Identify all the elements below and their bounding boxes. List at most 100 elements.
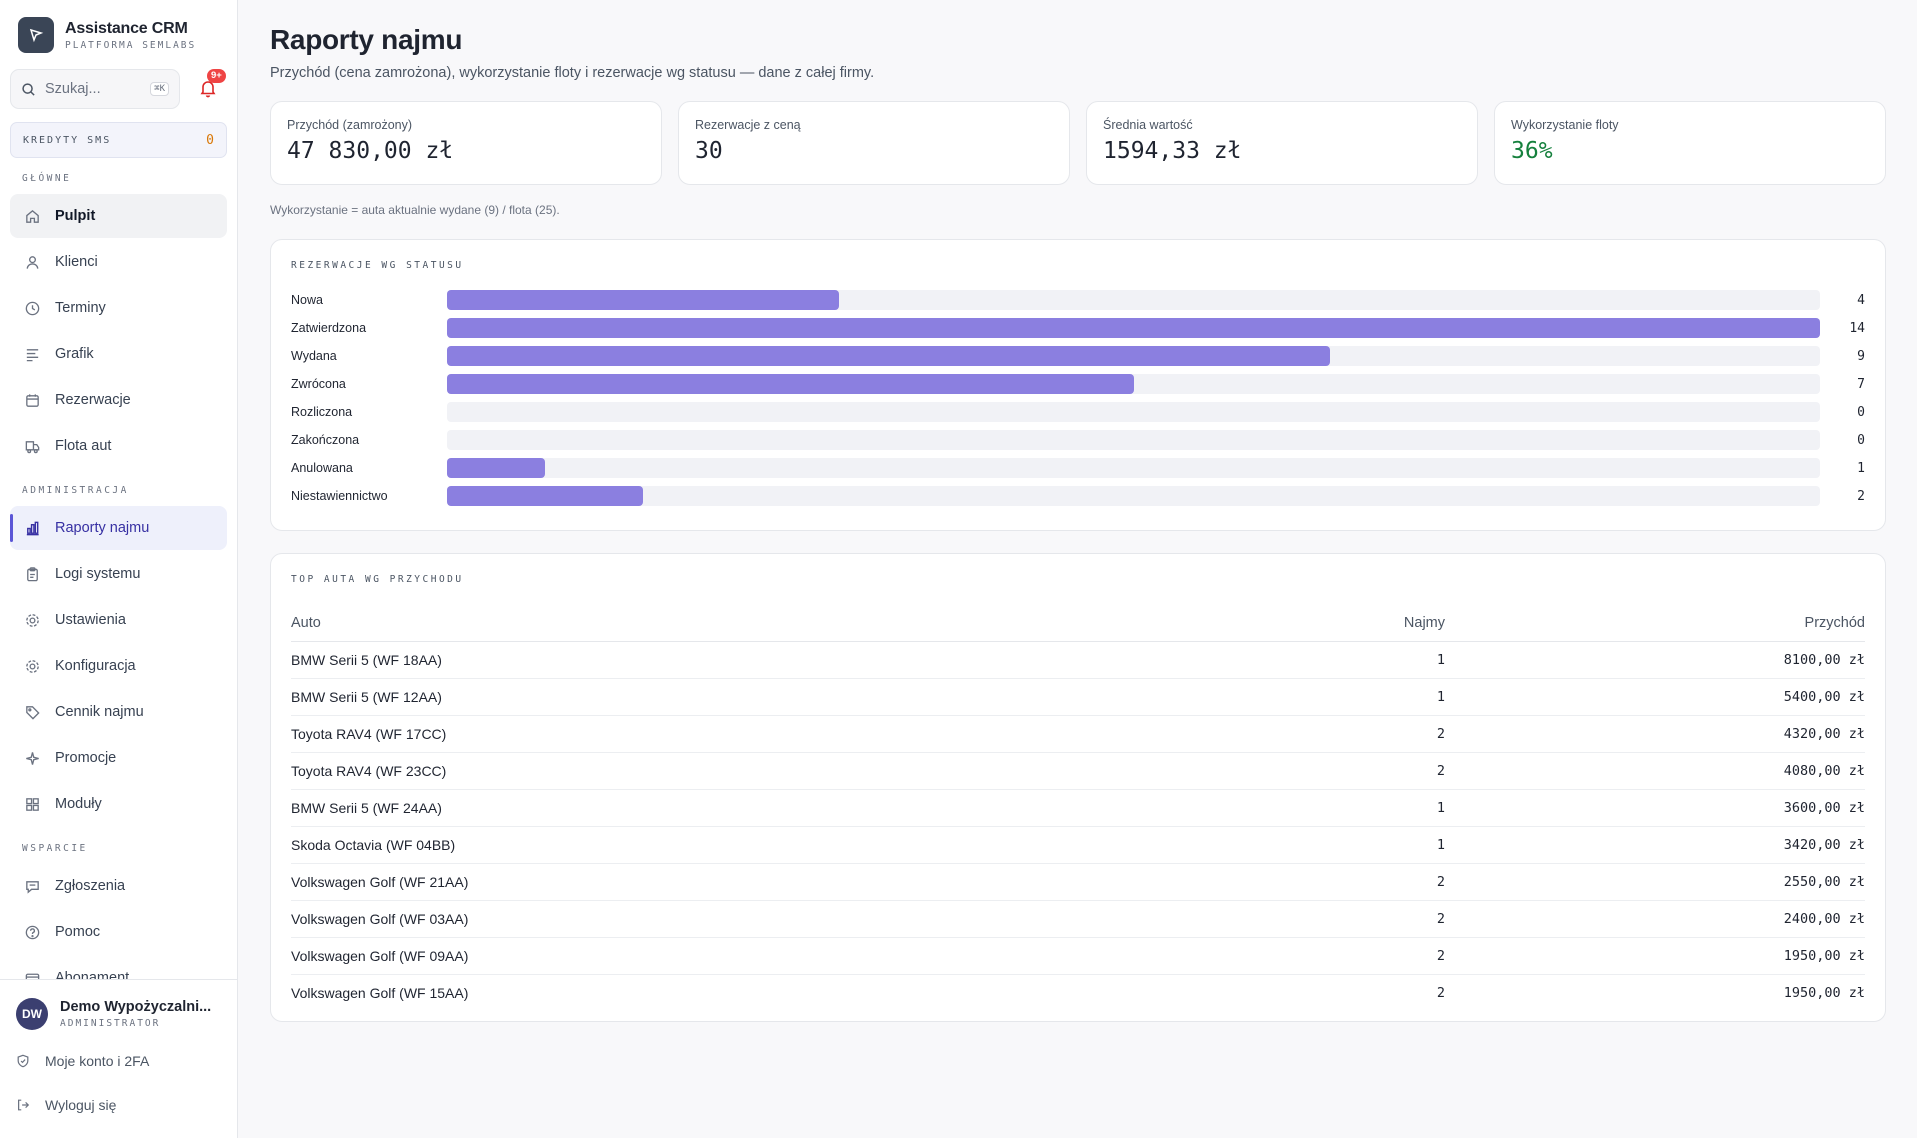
status-chart-card: REZERWACJE WG STATUSU Nowa 4 Zatwierdzona 1… <box>270 239 1886 531</box>
sidebar-item-grafik[interactable]: Grafik <box>10 332 227 376</box>
sidebar-item-label: Raporty najmu <box>55 520 150 536</box>
bar-fill <box>447 486 644 506</box>
kpi-card-utilization: Wykorzystanie floty 36% <box>1494 101 1886 185</box>
sidebar-item-label: Terminy <box>55 300 106 316</box>
account-2fa-label: Moje konto i 2FA <box>45 1053 150 1069</box>
cell-przychod: 2400,00 zł <box>1445 900 1865 938</box>
sidebar-item-klienci[interactable]: Klienci <box>10 240 227 284</box>
cog-icon <box>22 656 42 676</box>
bar-track <box>447 346 1820 366</box>
logout-label: Wyloguj się <box>45 1097 117 1113</box>
sidebar-item-terminy[interactable]: Terminy <box>10 286 227 330</box>
utilization-note: Wykorzystanie = auta aktualnie wydane (9… <box>270 203 560 217</box>
cell-auto: BMW Serii 5 (WF 12AA) <box>291 678 1325 716</box>
bar-track <box>447 430 1820 450</box>
table-row[interactable]: Volkswagen Golf (WF 15AA) 2 1950,00 zł <box>291 974 1865 1011</box>
status-bar-chart: Nowa 4 Zatwierdzona 14 Wydana 9 Zwrócona 7 Rozli… <box>291 286 1865 510</box>
account-2fa-link[interactable]: Moje konto i 2FA <box>16 1048 221 1074</box>
sidebar-item-ustawienia[interactable]: Ustawienia <box>10 598 227 642</box>
column-header-najmy[interactable]: Najmy <box>1325 605 1445 642</box>
cell-auto: Volkswagen Golf (WF 03AA) <box>291 900 1325 938</box>
cell-najmy: 1 <box>1325 678 1445 716</box>
sms-credits[interactable]: KREDYTY SMS 0 <box>10 122 227 158</box>
cell-auto: BMW Serii 5 (WF 18AA) <box>291 641 1325 679</box>
sidebar-item-pulpit[interactable]: Pulpit <box>10 194 227 238</box>
sidebar-item-rezerwacje[interactable]: Rezerwacje <box>10 378 227 422</box>
cell-najmy: 1 <box>1325 641 1445 679</box>
cell-przychod: 1950,00 zł <box>1445 937 1865 975</box>
cell-najmy: 2 <box>1436 984 1445 1001</box>
message-icon <box>22 876 42 896</box>
bar-value: 0 <box>1857 432 1865 448</box>
status-bar-row: Zwrócona 7 <box>291 370 1865 398</box>
help-icon <box>22 922 42 942</box>
table-row[interactable]: Volkswagen Golf (WF 03AA) 2 2400,00 zł <box>291 900 1865 938</box>
cell-przychod: 3600,00 zł <box>1445 789 1865 827</box>
cell-najmy: 2 <box>1325 863 1445 901</box>
kpi-value: 30 <box>695 138 723 164</box>
top-cars-title: TOP AUTA WG PRZYCHODU <box>291 574 464 585</box>
table-row[interactable]: Toyota RAV4 (WF 23CC) 2 4080,00 zł <box>291 752 1865 790</box>
table-row[interactable]: BMW Serii 5 (WF 12AA) 1 5400,00 zł <box>291 678 1865 716</box>
tag-icon <box>22 702 42 722</box>
sparkle-icon <box>22 748 42 768</box>
page-title: Raporty najmu <box>270 24 463 55</box>
sidebar-item-pomoc[interactable]: Pomoc <box>10 910 227 954</box>
table-row[interactable]: Toyota RAV4 (WF 17CC) 2 4320,00 zł <box>291 715 1865 753</box>
sidebar-item-abonament[interactable]: Abonament <box>10 956 227 979</box>
top-cars-body: BMW Serii 5 (WF 18AA) 1 8100,00 zł BMW Seri… <box>291 641 1865 1011</box>
cell-przychod: 4320,00 zł <box>1445 715 1865 753</box>
bar-fill <box>447 290 840 310</box>
sidebar-item-label: Logi systemu <box>55 566 141 582</box>
bar-value: 0 <box>1857 404 1865 420</box>
user-profile[interactable]: DW Demo Wypożyczalni... ADMINISTRATOR <box>16 998 221 1030</box>
sidebar-item-label: Cennik najmu <box>55 704 144 720</box>
top-cars-card: TOP AUTA WG PRZYCHODU Auto Najmy Przychó… <box>270 553 1886 1022</box>
table-row[interactable]: Skoda Octavia (WF 04BB) 1 3420,00 zł <box>291 826 1865 864</box>
truck-icon <box>22 436 42 456</box>
bar-track <box>447 486 1820 506</box>
kpi-value: 36% <box>1511 138 1553 164</box>
column-header-auto[interactable]: Auto <box>291 605 1325 642</box>
table-row[interactable]: BMW Serii 5 (WF 24AA) 1 3600,00 zł <box>291 789 1865 827</box>
lines-icon <box>22 344 42 364</box>
column-header-przychod[interactable]: Przychód <box>1445 605 1865 642</box>
main-content: Raporty najmu Przychód (cena zamrożona),… <box>238 0 1917 1022</box>
kpi-label: Wykorzystanie floty <box>1511 118 1619 132</box>
search-input[interactable]: Szukaj... ⌘K <box>10 69 180 109</box>
sidebar-item-cennik[interactable]: Cennik najmu <box>10 690 227 734</box>
table-row[interactable]: Volkswagen Golf (WF 21AA) 2 2550,00 zł <box>291 863 1865 901</box>
search-icon <box>22 82 35 96</box>
sidebar-item-label: Promocje <box>55 750 117 766</box>
bar-label: Zakończona <box>291 433 360 447</box>
cell-najmy: 2 <box>1325 715 1445 753</box>
logout-link[interactable]: Wyloguj się <box>16 1092 221 1118</box>
brand-logo-icon <box>18 17 54 53</box>
sidebar-item-zgloszenia[interactable]: Zgłoszenia <box>10 864 227 908</box>
notifications-button[interactable]: 9+ <box>198 69 226 100</box>
bar-label: Anulowana <box>291 461 353 475</box>
bar-value: 1 <box>1857 460 1865 476</box>
bar-track <box>447 458 1820 478</box>
status-bar-row: Wydana 9 <box>291 342 1865 370</box>
sidebar-item-raporty[interactable]: Raporty najmu <box>10 506 227 550</box>
cell-najmy: 2 <box>1325 752 1445 790</box>
sidebar-item-flota[interactable]: Flota aut <box>10 424 227 468</box>
sidebar-item-promocje[interactable]: Promocje <box>10 736 227 780</box>
bar-track <box>447 402 1820 422</box>
sidebar-item-logi[interactable]: Logi systemu <box>10 552 227 596</box>
table-row[interactable]: BMW Serii 5 (WF 18AA) 1 8100,00 zł <box>291 641 1865 679</box>
cell-najmy: 2 <box>1325 937 1445 975</box>
nav-section-support: WSPARCIE <box>22 843 88 854</box>
cell-auto: Skoda Octavia (WF 04BB) <box>291 826 1325 864</box>
bar-track <box>447 290 1820 310</box>
sidebar-item-moduly[interactable]: Moduły <box>10 782 227 826</box>
table-row[interactable]: Volkswagen Golf (WF 09AA) 2 1950,00 zł <box>291 937 1865 975</box>
logout-icon <box>16 1098 32 1112</box>
brand[interactable]: Assistance CRM PLATFORMA SEMLABS <box>0 0 237 54</box>
bar-track <box>447 318 1820 338</box>
bar-label: Zwrócona <box>291 377 346 391</box>
sidebar-item-konfiguracja[interactable]: Konfiguracja <box>10 644 227 688</box>
sidebar-item-label: Klienci <box>55 254 98 270</box>
user-role: ADMINISTRATOR <box>60 1018 161 1029</box>
